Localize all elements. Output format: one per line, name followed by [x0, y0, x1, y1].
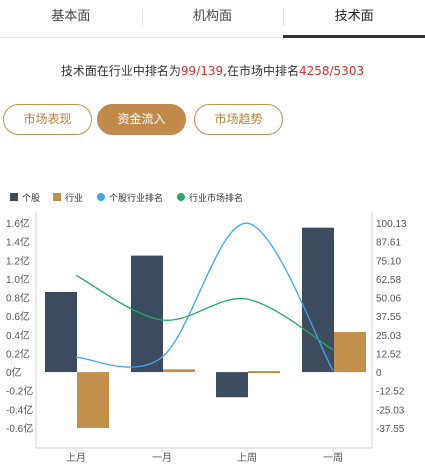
stock-bar [302, 227, 334, 373]
legend-item: 行业 [53, 192, 83, 203]
stock-industry-rank-line [75, 222, 334, 371]
right-tick-label: 50.06 [376, 294, 401, 305]
fund-inflow-button[interactable]: 资金流入 [97, 104, 186, 135]
left-tick-label: 0.4亿 [6, 329, 30, 342]
right-tick-label: 62.58 [376, 275, 401, 286]
industry-market-rank-line [75, 274, 334, 351]
legend-label: 个股行业排名 [109, 192, 163, 203]
market-rank-value: 4258/5303 [298, 64, 365, 78]
right-tick-label: -37.55 [376, 424, 405, 435]
left-tick-label: 1.4亿 [6, 236, 30, 249]
left-tick-label: 1.6亿 [6, 217, 30, 230]
right-tick-label: 12.52 [376, 349, 401, 360]
legend-item: 个股 [10, 193, 40, 203]
industry-bar [163, 369, 195, 373]
right-tick-label: 0 [376, 368, 382, 379]
right-tick-label: 100.13 [376, 219, 407, 230]
legend-label: 个股 [22, 193, 40, 203]
tab-institutions[interactable]: 机构面 [141, 0, 284, 37]
left-tick-label: 0.8亿 [6, 292, 30, 305]
industry-bar [248, 371, 280, 374]
left-tick-label: -0.2亿 [6, 385, 33, 398]
right-tick-label: 87.61 [376, 238, 401, 249]
left-tick-label: 0.2亿 [6, 347, 30, 360]
stock-bar [216, 372, 248, 398]
right-tick-label: 25.03 [376, 331, 401, 342]
legend-label: 行业市场排名 [189, 192, 243, 203]
left-tick-label: 0亿 [6, 366, 22, 379]
industry-bar [77, 372, 109, 428]
market-performance-button[interactable]: 市场表现 [3, 104, 92, 135]
right-tick-label: 37.55 [376, 312, 401, 323]
legend-swatch [177, 193, 185, 201]
market-trend-button[interactable]: 市场趋势 [194, 104, 283, 135]
right-tick-label: -25.03 [376, 405, 405, 416]
right-tick-label: -12.52 [376, 387, 405, 398]
legend-label: 行业 [65, 192, 83, 203]
stock-bar [131, 255, 163, 373]
legend-item: 行业市场排名 [177, 192, 243, 203]
left-tick-label: 1.2亿 [6, 254, 30, 267]
industry-rank-value: 99/139 [180, 64, 224, 78]
left-tick-label: 1.0亿 [6, 273, 30, 286]
tab-fundamentals[interactable]: 基本面 [51, 9, 91, 24]
industry-bar [334, 332, 366, 373]
x-tick-label: 一周 [323, 452, 343, 464]
left-tick-label: -0.6亿 [6, 422, 33, 435]
legend-swatch [97, 193, 105, 201]
tab-bar: 基本面 机构面 技术面 [0, 0, 425, 38]
legend-swatch [10, 193, 18, 201]
ranking-middle: ,在市场中排名 [223, 64, 299, 78]
legend-item: 个股行业排名 [97, 192, 163, 203]
section-switcher: 市场表现 资金流入 市场趋势 [0, 104, 425, 136]
x-tick-label: 上周 [237, 452, 257, 464]
legend-swatch [53, 193, 61, 201]
ranking-summary: 技术面在行业中排名为99/139,在市场中排名4258/5303 [0, 62, 425, 79]
tab-technical[interactable]: 技术面 [283, 0, 425, 38]
fund-flow-chart: 个股 行业 个股行业排名 行业市场排名 1.6亿 1.4亿 1.2亿 1.0亿 0.8亿 0.6亿… [6, 192, 407, 464]
stock-bar [45, 291, 77, 373]
ranking-prefix: 技术面在行业中排名为 [60, 64, 181, 78]
left-tick-label: -0.4亿 [6, 403, 33, 416]
right-tick-label: 75.10 [376, 256, 401, 267]
left-tick-label: 0.6亿 [6, 310, 30, 323]
x-tick-label: 上月 [66, 452, 86, 464]
x-tick-label: 一月 [152, 452, 172, 464]
